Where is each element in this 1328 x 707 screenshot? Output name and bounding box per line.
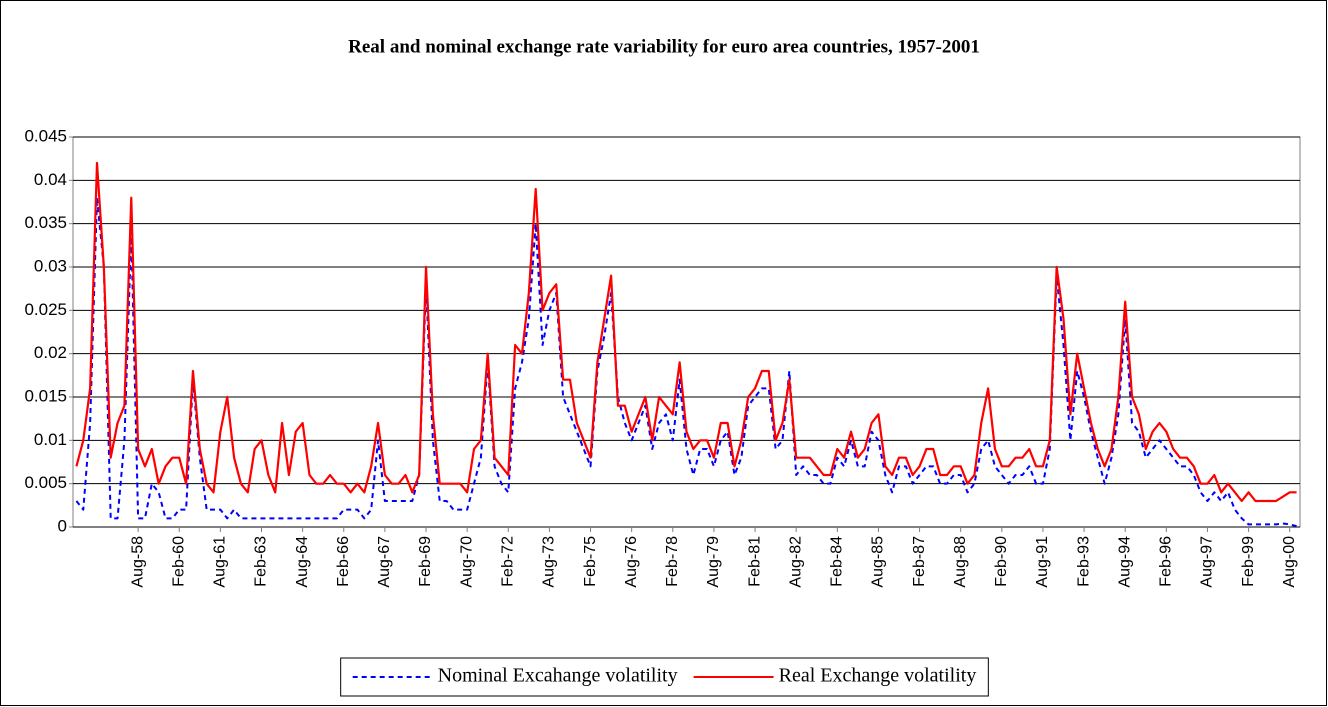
y-tick-label: 0.005	[24, 473, 67, 492]
y-tick-label: 0.02	[34, 343, 67, 362]
x-tick-label: Aug-97	[1199, 536, 1216, 588]
data-line	[75, 161, 1297, 503]
legend-box	[340, 657, 989, 697]
x-tick-label: Aug-85	[870, 536, 887, 588]
x-tick-label: Aug-70	[458, 536, 475, 588]
x-tick-label: Aug-58	[129, 536, 146, 588]
x-tick-label: Aug-94	[1116, 536, 1133, 588]
x-tick-label: Aug-61	[212, 536, 229, 588]
chart-title: Real and nominal exchange rate variabili…	[348, 36, 980, 57]
y-tick-label: 0.045	[24, 126, 67, 145]
y-tick-label: 0.025	[24, 300, 67, 319]
y-tick-label: 0.03	[34, 256, 67, 275]
x-tick-label: Aug-79	[705, 536, 722, 588]
plot-area	[72, 136, 1301, 528]
y-tick-label: 0	[58, 516, 67, 535]
x-tick-label: Feb-78	[664, 536, 681, 587]
x-tick-label: Feb-90	[993, 536, 1010, 587]
y-tick-label: 0.04	[34, 170, 67, 189]
x-tick-label: Aug-00	[1281, 536, 1298, 588]
x-tick-label: Feb-72	[499, 536, 516, 587]
x-tick-label: Aug-88	[952, 536, 969, 588]
x-tick-label: Feb-81	[746, 536, 763, 587]
legend: Nominal Excahange volatility Real Exchang…	[340, 657, 989, 697]
x-tick-label: Feb-93	[1075, 536, 1092, 587]
y-tick-label: 0.015	[24, 386, 67, 405]
x-tick-label: Feb-84	[829, 536, 846, 587]
x-tick-label: Aug-82	[787, 536, 804, 588]
x-tick-label: Feb-69	[417, 536, 434, 587]
x-tick-label: Aug-67	[376, 536, 393, 588]
x-tick-label: Aug-91	[1034, 536, 1051, 588]
x-tick-label: Feb-87	[911, 536, 928, 587]
legend-label: Nominal Excahange volatility	[438, 665, 678, 687]
x-tick-label: Aug-73	[541, 536, 558, 588]
x-tick-label: Feb-99	[1240, 536, 1257, 587]
x-tick-label: Aug-64	[294, 536, 311, 588]
x-tick-label: Feb-96	[1158, 536, 1175, 587]
y-tick-label: 0.01	[34, 430, 67, 449]
data-line	[75, 196, 1297, 528]
x-tick-label: Feb-63	[253, 536, 270, 587]
x-tick-label: Aug-76	[623, 536, 640, 588]
x-tick-label: Feb-60	[170, 536, 187, 587]
legend-label: Real Exchange volatility	[779, 665, 977, 687]
x-tick-label: Feb-75	[582, 536, 599, 587]
x-tick-label: Feb-66	[335, 536, 352, 587]
y-tick-label: 0.035	[24, 213, 67, 232]
